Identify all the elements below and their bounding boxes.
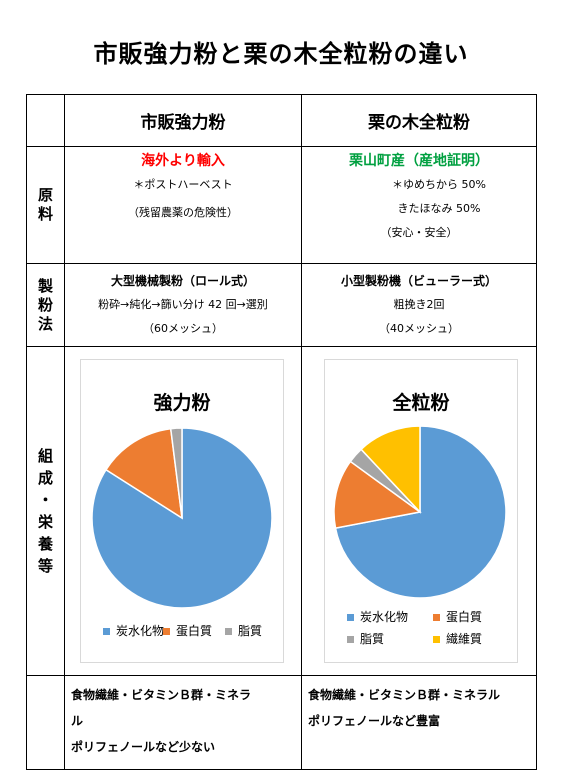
material-right-line3: （安心・安全） [380,226,458,239]
summary-left-cell: 食物繊維・ビタミンＢ群・ミネラ ル ポリフェノールなど少ない [64,675,302,770]
material-left-line2: （残留農薬の危険性） [128,206,238,219]
summary-row-header [26,675,65,770]
pie-slice-0-2 [169,427,183,519]
pie-slice-1-3 [360,425,421,514]
legend-label-1-1: 蛋白質 [446,610,483,624]
legend-item-0-1: 蛋白質 [163,622,212,639]
legend-swatch-1-2 [347,636,354,643]
legend-swatch-1-3 [433,636,440,643]
legend-item-1-3: 繊維質 [433,630,482,647]
method-right-line2: （40メッシュ） [379,322,459,335]
summary-left-line3: ポリフェノールなど少ない [71,740,216,754]
legend-label-0-1: 蛋白質 [176,624,213,638]
summary-right-line2: ポリフェノールなど豊富 [308,714,441,728]
pie-chart-left: 強力粉 炭水化物 蛋白質 脂質 [80,359,284,663]
legend-swatch-0-1 [163,628,170,635]
method-right-headline: 小型製粉機（ビューラー式） [340,274,497,288]
material-left-cell: 海外より輸入 ＊ポストハーベスト （残留農薬の危険性） [64,146,302,264]
pie-chart-right: 全粒粉 炭水化物 蛋白質脂質 繊維質 [324,359,518,663]
chart-title-left: 強力粉 [153,392,211,414]
method-right-line1: 粗挽き2回 [393,298,445,311]
legend-item-0-0: 炭水化物 [103,622,164,639]
material-right-line2: きたほなみ 50% [397,202,481,215]
row-header-material: 原 料 [26,146,65,264]
method-left-line2: （60メッシュ） [143,322,223,335]
material-right-headline: 栗山町産（産地証明） [349,153,489,169]
legend-swatch-0-2 [225,628,232,635]
material-right-line1: ＊ゆめちから 50% [392,178,486,191]
row-header-method: 製 粉 法 [26,263,65,347]
column-header-right: 栗の木全粒粉 [301,94,537,147]
legend-item-1-0: 炭水化物 [347,608,408,625]
comparison-table: 市販強力粉 栗の木全粒粉 原 料 海外より輸入 ＊ポストハーベスト （残留農薬の… [26,94,537,770]
composition-left-cell: 強力粉 炭水化物 蛋白質 脂質 [64,346,302,676]
legend-item-1-1: 蛋白質 [433,608,482,625]
corner-cell [26,94,65,147]
legend-label-1-0: 炭水化物 [360,610,409,624]
summary-left-line1: 食物繊維・ビタミンＢ群・ミネラ [71,688,252,702]
pie-left-svg [91,427,273,609]
chart-title-right: 全粒粉 [392,392,450,414]
legend-swatch-1-0 [347,614,354,621]
material-left-headline: 海外より輸入 [141,153,225,169]
material-right-cell: 栗山町産（産地証明） ＊ゆめちから 50% きたほなみ 50% （安心・安全） [301,146,537,264]
summary-right-cell: 食物繊維・ビタミンＢ群・ミネラル ポリフェノールなど豊富 [301,675,537,770]
legend-label-0-0: 炭水化物 [116,624,165,638]
pie-slice-0-1 [104,427,183,520]
composition-right-cell: 全粒粉 炭水化物 蛋白質脂質 繊維質 [301,346,537,676]
row-header-composition: 組 成 ・ 栄 養 等 [26,346,65,676]
legend-item-1-2: 脂質 [347,630,384,647]
pie-slice-1-1 [333,460,422,529]
chart-legend-left: 炭水化物 蛋白質 脂質 [81,622,283,658]
legend-item-0-2: 脂質 [225,622,262,639]
column-header-left: 市販強力粉 [64,94,302,147]
legend-label-1-2: 脂質 [360,632,385,646]
method-left-line1: 粉砕→純化→篩い分け 42 回→選別 [98,298,268,311]
legend-label-1-3: 繊維質 [446,632,483,646]
pie-right-svg [333,425,507,599]
legend-label-0-2: 脂質 [238,624,263,638]
summary-right-line1: 食物繊維・ビタミンＢ群・ミネラル [308,688,501,702]
material-left-line1: ＊ポストハーベスト [133,178,233,191]
legend-swatch-1-1 [433,614,440,621]
legend-swatch-0-0 [103,628,110,635]
method-right-cell: 小型製粉機（ビューラー式） 粗挽き2回 （40メッシュ） [301,263,537,347]
page-title: 市販強力粉と栗の木全粒粉の違い [93,40,469,68]
chart-legend-right: 炭水化物 蛋白質脂質 繊維質 [325,608,517,658]
summary-left-line2: ル [71,714,84,728]
method-left-cell: 大型機械製粉（ロール式） 粉砕→純化→篩い分け 42 回→選別 （60メッシュ） [64,263,302,347]
method-left-headline: 大型機械製粉（ロール式） [110,274,255,288]
